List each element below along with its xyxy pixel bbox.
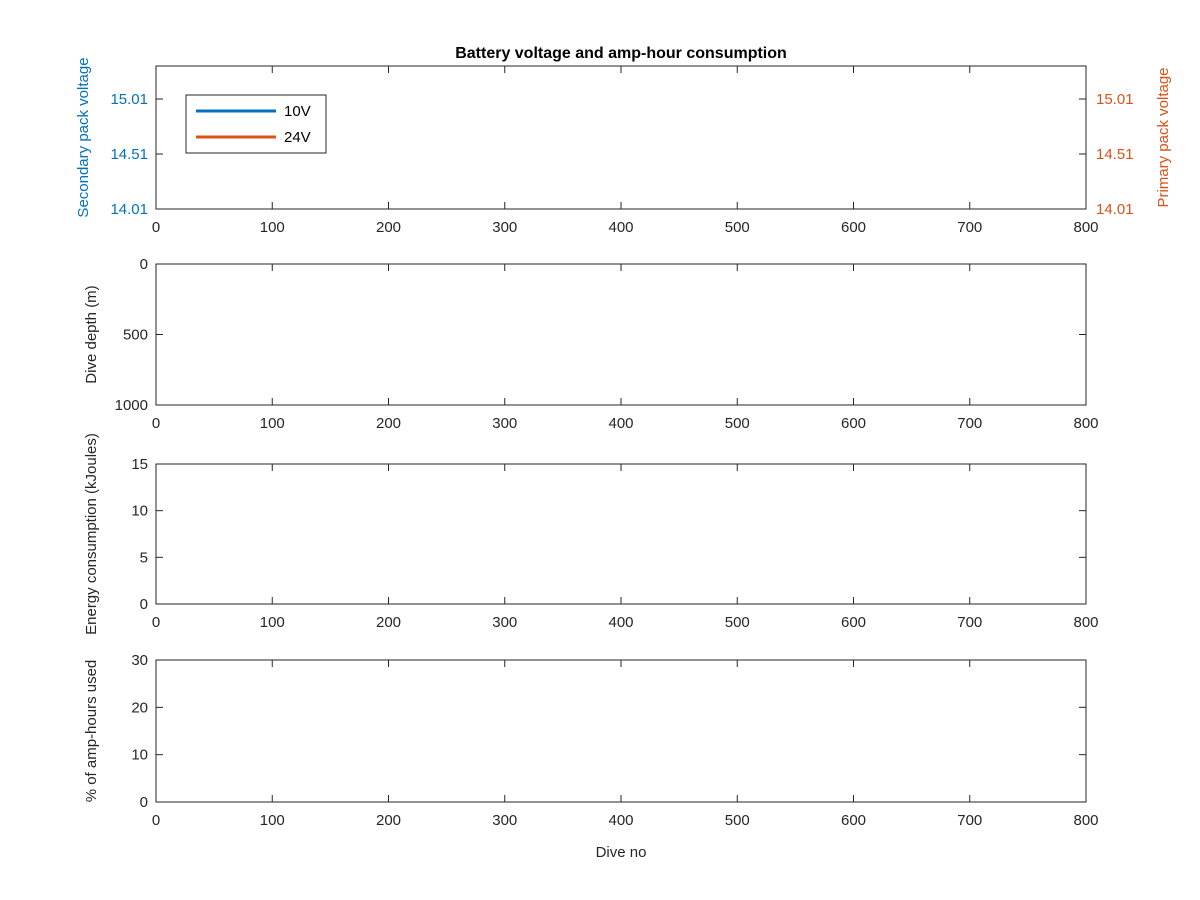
y2-axis-label: Primary pack voltage [1155, 67, 1172, 207]
y-tick-label: 10 [131, 747, 148, 764]
x-tick-label: 300 [492, 614, 517, 631]
legend: 10V 24V [185, 94, 327, 154]
y-tick-label: 0 [140, 794, 148, 811]
x-tick-label: 700 [957, 415, 982, 432]
x-tick-label: 0 [152, 812, 160, 829]
y-tick-label: 1000 [115, 397, 148, 414]
x-tick-label: 100 [260, 614, 285, 631]
y-tick-label: 10 [131, 503, 148, 520]
y-tick-label: 15 [131, 456, 148, 473]
x-tick-label: 300 [492, 415, 517, 432]
y-axis-label: Energy consumption (kJoules) [83, 433, 100, 635]
x-tick-label: 600 [841, 415, 866, 432]
y-tick-label: 5 [140, 549, 148, 566]
y-tick-label: 30 [131, 652, 148, 669]
y2-tick-label: 15.01 [1096, 91, 1134, 108]
x-tick-label: 500 [725, 219, 750, 236]
plot-frame [155, 659, 1087, 803]
y-tick-label: 500 [123, 327, 148, 344]
y-axis-label: Dive depth (m) [83, 285, 100, 383]
x-tick-label: 400 [608, 219, 633, 236]
plot-voltage: 0 100 200 300 400 500 600 700 80014.0114.5115.01… [75, 57, 1172, 236]
x-axis-label: Dive no [596, 844, 647, 861]
y-axis-label: % of amp-hours used [83, 660, 100, 803]
x-tick-label: 600 [841, 614, 866, 631]
x-tick-label: 600 [841, 219, 866, 236]
x-tick-label: 400 [608, 614, 633, 631]
legend-box [185, 94, 327, 154]
legend-label-0: 10V [284, 103, 311, 120]
plot-frame [155, 263, 1087, 406]
plot-depth: 0 100 200 300 400 500 600 700 800 0 500 1000 Dive de… [83, 256, 1099, 432]
x-tick-label: 300 [492, 219, 517, 236]
plots: 0 100 200 300 400 500 600 700 80014.0114.5115.01… [75, 57, 1172, 861]
x-tick-label: 400 [608, 812, 633, 829]
x-tick-label: 200 [376, 415, 401, 432]
x-tick-label: 0 [152, 219, 160, 236]
x-tick-label: 500 [725, 812, 750, 829]
x-tick-label: 600 [841, 812, 866, 829]
plot-frame [155, 463, 1087, 605]
x-tick-label: 0 [152, 614, 160, 631]
x-tick-label: 200 [376, 614, 401, 631]
y-tick-label: 0 [140, 596, 148, 613]
y2-tick-label: 14.01 [1096, 201, 1134, 218]
y-tick-label: 20 [131, 699, 148, 716]
plot-energy: 0 100 200 300 400 500 600 700 800 0 5 10 15 Energy co… [83, 433, 1099, 635]
x-tick-label: 0 [152, 415, 160, 432]
x-tick-label: 400 [608, 415, 633, 432]
y-tick-label: 15.01 [110, 91, 148, 108]
x-tick-label: 700 [957, 812, 982, 829]
y2-tick-label: 14.51 [1096, 146, 1134, 163]
x-tick-label: 700 [957, 614, 982, 631]
x-tick-label: 800 [1073, 219, 1098, 236]
plot-amphours: 0 100 200 300 400 500 600 700 800 0 10 20 30 % of amp… [83, 652, 1099, 861]
y-tick-label: 14.51 [110, 146, 148, 163]
x-tick-label: 700 [957, 219, 982, 236]
x-tick-label: 800 [1073, 415, 1098, 432]
x-tick-label: 500 [725, 614, 750, 631]
legend-label-1: 24V [284, 129, 311, 146]
x-tick-label: 500 [725, 415, 750, 432]
y-axis-label: Secondary pack voltage [75, 57, 92, 217]
y-tick-label: 14.01 [110, 201, 148, 218]
x-tick-label: 300 [492, 812, 517, 829]
x-tick-label: 800 [1073, 614, 1098, 631]
x-tick-label: 200 [376, 812, 401, 829]
x-tick-label: 100 [260, 415, 285, 432]
x-tick-label: 200 [376, 219, 401, 236]
x-tick-label: 100 [260, 812, 285, 829]
x-tick-label: 800 [1073, 812, 1098, 829]
figure-title: Battery voltage and amp-hour consumption [455, 45, 787, 62]
y-tick-label: 0 [140, 256, 148, 273]
x-tick-label: 100 [260, 219, 285, 236]
